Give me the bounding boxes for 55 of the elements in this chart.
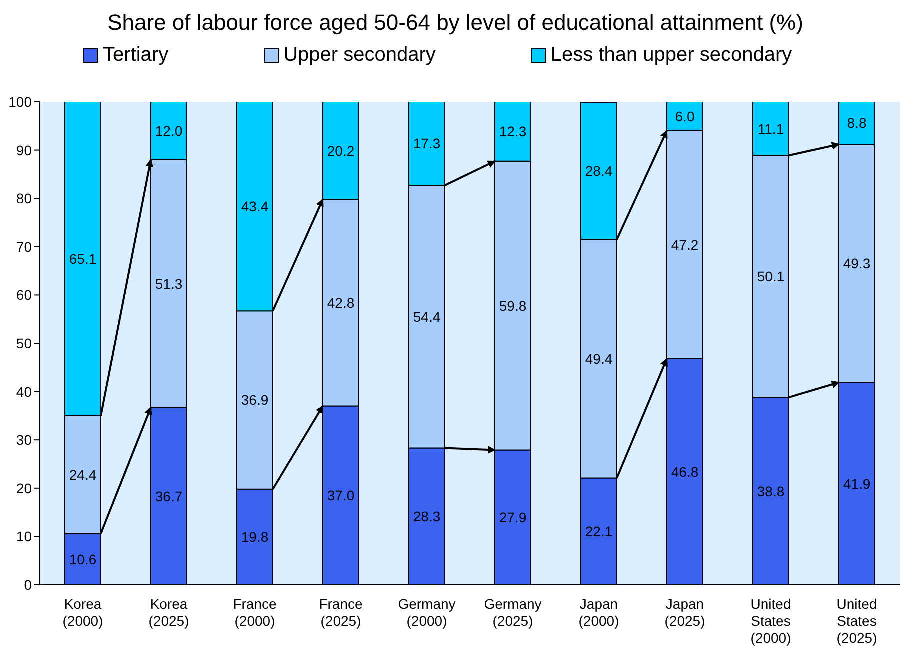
x-tick-label: France (2025) <box>319 596 363 629</box>
y-tick-label: 0 <box>24 576 32 593</box>
y-tick-label: 40 <box>16 384 32 400</box>
data-label: 36.9 <box>241 392 269 408</box>
y-tick-label: 60 <box>16 287 32 304</box>
x-tick-label: Japan (2025) <box>664 596 706 629</box>
data-label: 50.1 <box>757 268 785 285</box>
legend-label: Less than upper secondary <box>550 44 792 67</box>
chart-title: Share of labour force aged 50-64 by level of educational attainment (%) <box>106 9 804 37</box>
y-tick-label: 50 <box>16 335 32 352</box>
y-tick-label: 20 <box>16 480 32 496</box>
data-label: 46.8 <box>671 464 699 480</box>
data-label: 49.4 <box>585 350 613 367</box>
data-label: 22.1 <box>585 524 613 540</box>
data-label: 42.8 <box>327 294 355 311</box>
data-label: 6.0 <box>675 108 695 124</box>
data-label: 10.6 <box>69 551 97 568</box>
data-label: 49.3 <box>843 256 871 272</box>
data-label: 12.3 <box>499 124 527 140</box>
data-label: 8.8 <box>847 115 867 132</box>
legend-label: Upper secondary <box>282 44 436 67</box>
data-label: 20.2 <box>327 142 355 159</box>
data-label: 28.4 <box>585 163 613 180</box>
data-label: 41.9 <box>843 476 871 492</box>
data-label: 36.7 <box>155 488 183 504</box>
data-label: 54.4 <box>413 308 441 325</box>
x-tick-label: Korea (2025) <box>148 596 190 629</box>
x-tick-label: United States (2025) <box>836 596 878 646</box>
x-tick-label: Germany (2025) <box>484 596 542 629</box>
y-tick-label: 30 <box>16 432 32 448</box>
y-tick-label: 10 <box>16 528 32 545</box>
data-label: 19.8 <box>241 529 269 546</box>
y-tick-label: 70 <box>16 238 32 255</box>
x-tick-label: Japan (2000) <box>578 596 620 629</box>
data-label: 37.0 <box>327 488 355 504</box>
x-tick-label: United States (2000) <box>750 596 792 646</box>
data-label: 38.8 <box>757 483 785 500</box>
data-label: 51.3 <box>155 276 183 292</box>
y-tick-label: 90 <box>16 142 32 158</box>
x-tick-label: Korea (2000) <box>62 596 104 629</box>
data-label: 17.3 <box>413 136 441 152</box>
y-tick-label: 80 <box>16 190 32 207</box>
data-label: 11.1 <box>758 120 784 137</box>
x-tick-label: Germany (2000) <box>398 596 456 629</box>
data-label: 27.9 <box>499 510 527 526</box>
legend-label: Tertiary <box>102 44 169 67</box>
data-label: 12.0 <box>155 122 183 139</box>
data-label: 24.4 <box>69 466 97 483</box>
x-tick-label: France (2000) <box>233 596 277 629</box>
data-label: 43.4 <box>241 198 269 215</box>
y-tick-label: 100 <box>8 94 32 110</box>
data-label: 59.8 <box>499 298 527 314</box>
data-label: 47.2 <box>671 236 699 253</box>
data-label: 28.3 <box>413 508 441 525</box>
data-label: 65.1 <box>69 250 97 267</box>
